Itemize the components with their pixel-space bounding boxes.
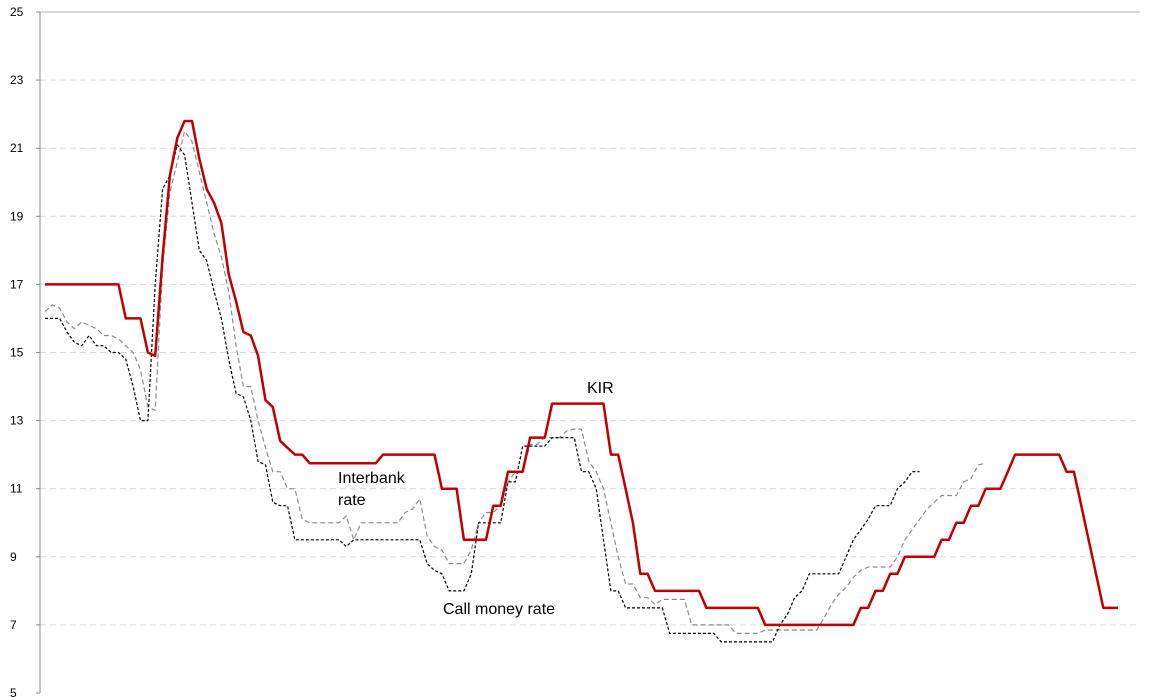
annotations: KIR Interbank rate Call money rate <box>338 380 614 618</box>
gridlines <box>40 79 1140 626</box>
y-tick-label: 11 <box>10 482 23 496</box>
series-line-call-money-rate <box>45 144 920 643</box>
y-tick-labels: 5 7 9 11 13 15 17 19 21 23 25 <box>10 5 40 697</box>
series-lines <box>44 119 1118 643</box>
y-tick-label: 15 <box>10 346 24 360</box>
y-tick-label: 23 <box>10 73 24 87</box>
y-tick-label: 5 <box>10 686 17 697</box>
y-tick-label: 17 <box>10 277 24 291</box>
series-line-interbank-rate <box>44 130 986 635</box>
y-tick-label: 25 <box>10 5 24 19</box>
y-tick-label: 9 <box>10 550 17 564</box>
y-tick-label: 7 <box>10 618 17 632</box>
annotation-call-money-rate: Call money rate <box>443 601 555 618</box>
y-tick-label: 19 <box>10 209 24 223</box>
y-tick-label: 21 <box>10 141 24 155</box>
series-line-kir <box>45 119 1118 627</box>
annotation-interbank: Interbank <box>338 470 406 487</box>
annotation-kir: KIR <box>587 380 614 397</box>
annotation-rate: rate <box>338 492 366 509</box>
y-tick-label: 13 <box>10 414 24 428</box>
